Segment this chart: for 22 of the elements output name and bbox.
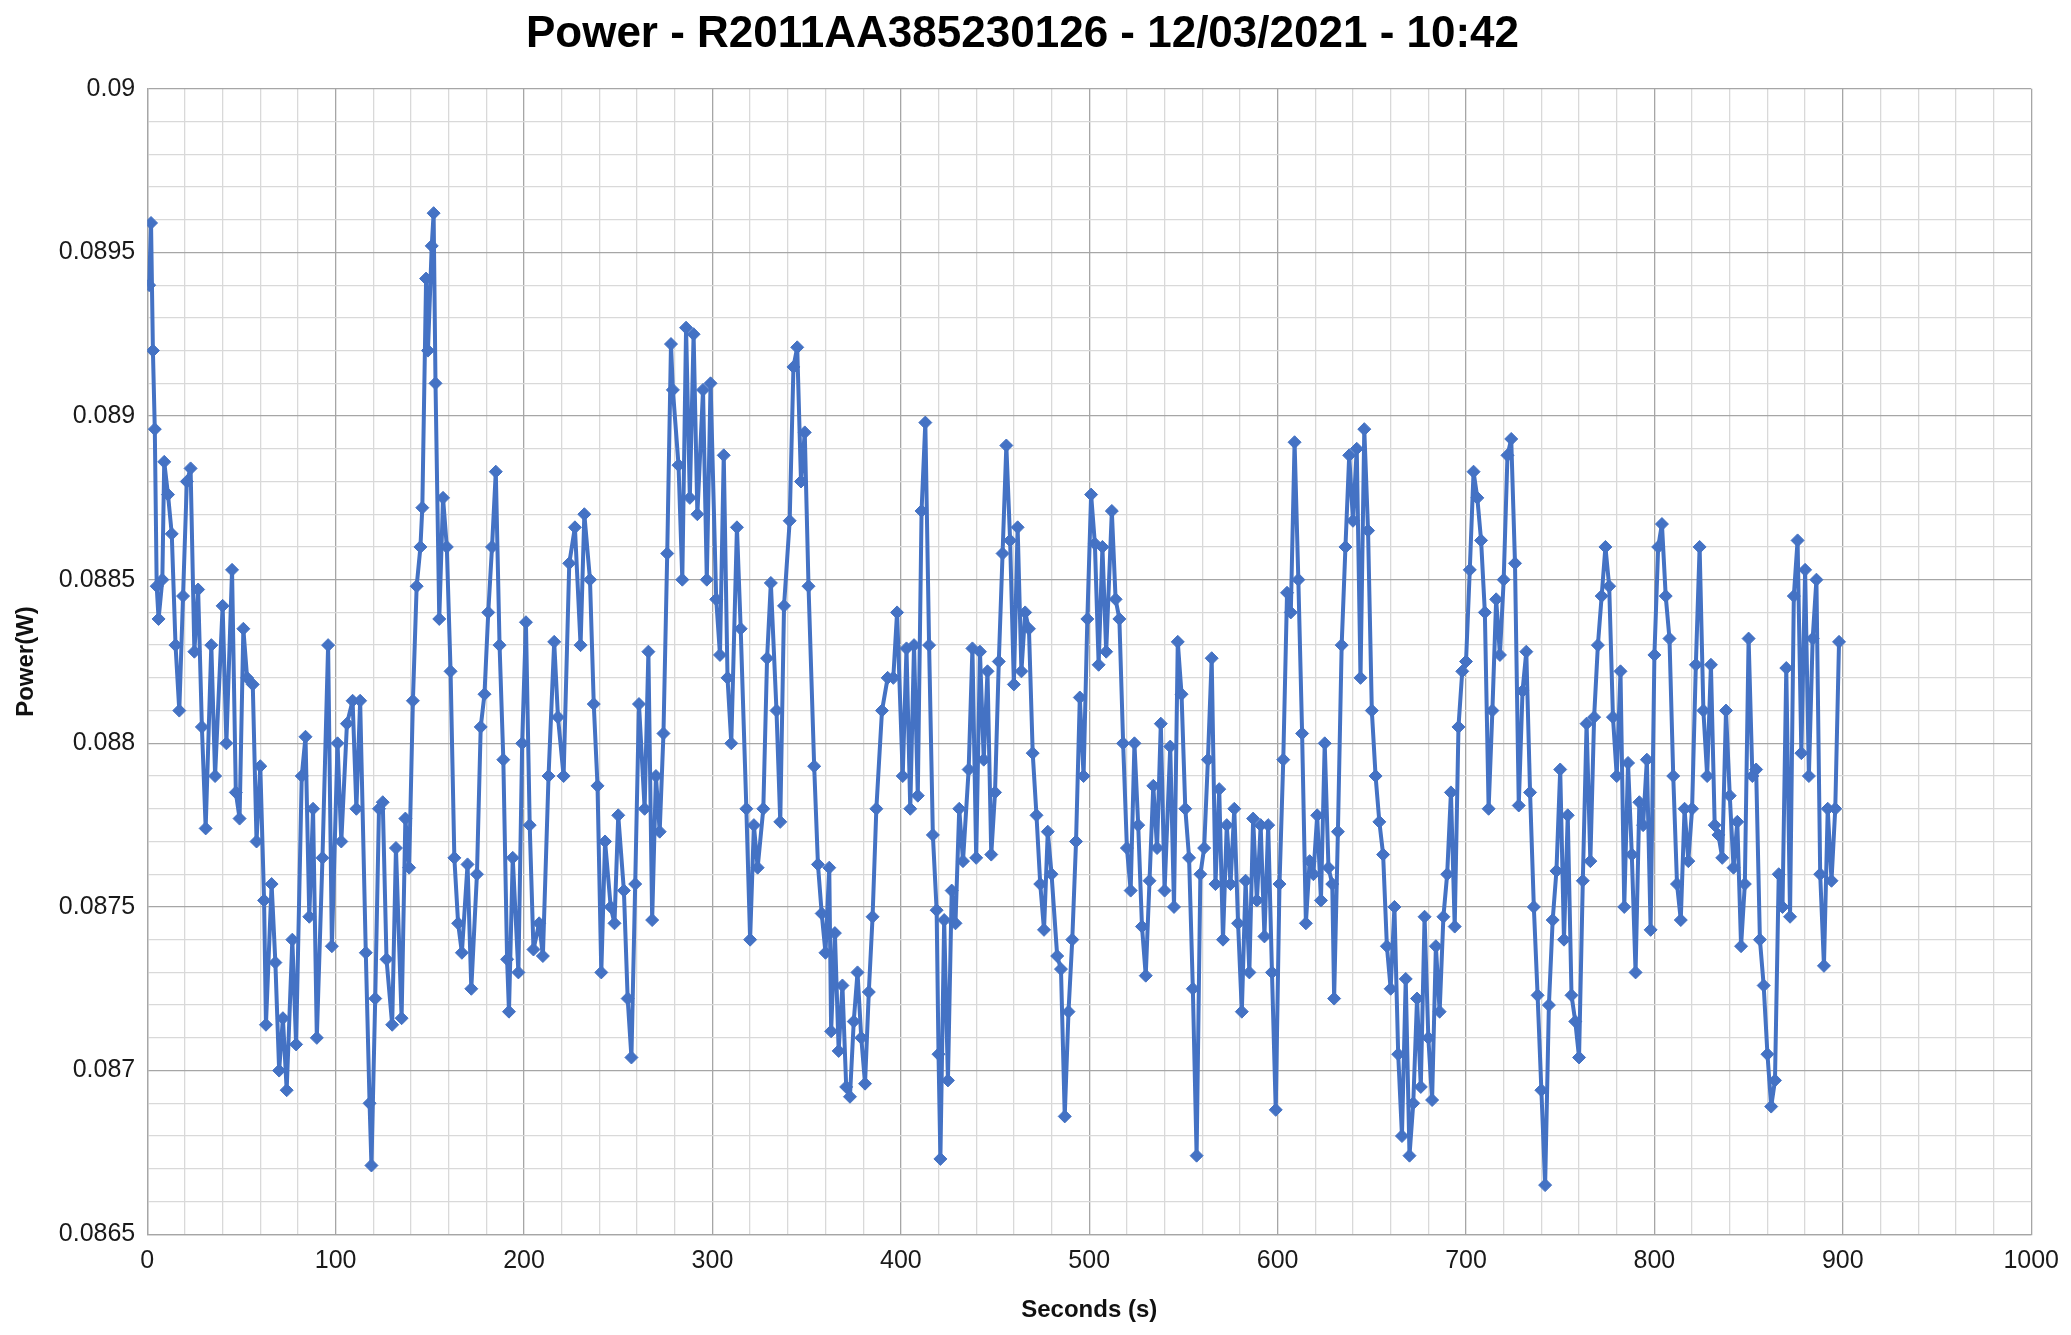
- x-tick-label: 0: [140, 1245, 155, 1274]
- y-tick-label: 0.0885: [58, 563, 136, 592]
- y-tick-label: 0.087: [72, 1054, 136, 1083]
- y-tick-label: 0.09: [86, 72, 136, 101]
- x-tick-label: 100: [314, 1245, 357, 1274]
- y-tick-label: 0.088: [72, 727, 136, 756]
- x-tick-label: 1000: [2003, 1245, 2059, 1274]
- x-tick-label: 600: [1256, 1245, 1299, 1274]
- y-tick-label: 0.0865: [58, 1218, 136, 1247]
- y-tick-label: 0.0895: [58, 236, 136, 265]
- x-tick-label: 800: [1633, 1245, 1676, 1274]
- chart-title: Power - R2011AA385230126 - 12/03/2021 - 10:42: [525, 6, 1520, 56]
- y-tick-label: 0.0875: [58, 890, 136, 919]
- x-tick-label: 400: [879, 1245, 922, 1274]
- x-tick-label: 200: [503, 1245, 545, 1274]
- x-tick-label: 700: [1445, 1245, 1487, 1274]
- x-tick-label: 300: [691, 1245, 734, 1274]
- x-tick-label: 500: [1068, 1245, 1111, 1274]
- x-tick-label: 900: [1821, 1245, 1864, 1274]
- y-axis-title: Power(W): [11, 606, 39, 717]
- x-axis-title: Seconds (s): [1021, 1295, 1158, 1323]
- y-tick-label: 0.089: [72, 399, 136, 428]
